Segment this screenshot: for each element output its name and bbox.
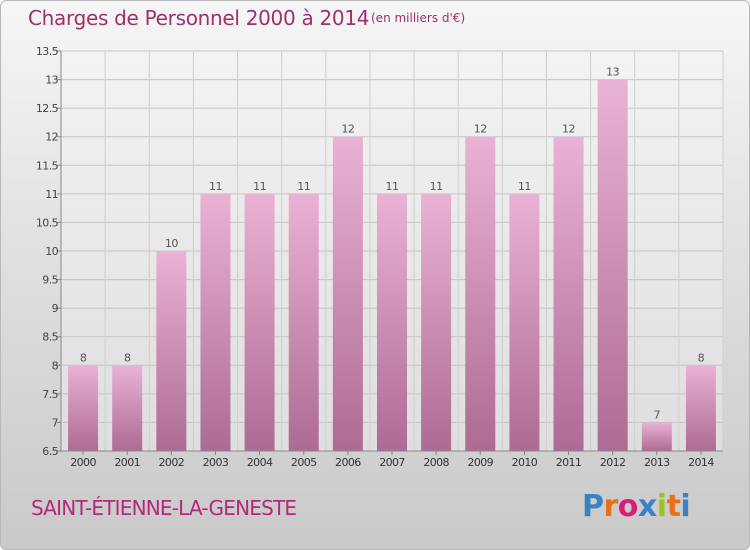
bar <box>332 136 363 451</box>
data-label: 12 <box>562 123 575 136</box>
bar <box>685 365 716 451</box>
chart-units: (en milliers d'€) <box>371 11 466 25</box>
logo-letter: o <box>617 489 639 524</box>
bar <box>465 136 496 451</box>
logo-letter: t <box>666 489 681 524</box>
y-tick-label: 9 <box>52 302 59 315</box>
data-label: 13 <box>606 66 619 79</box>
y-tick-label: 8.5 <box>42 331 58 344</box>
x-tick-label: 2007 <box>379 456 405 469</box>
data-label: 8 <box>80 351 87 364</box>
bar <box>244 193 275 451</box>
x-tick-label: 2000 <box>70 456 96 469</box>
x-tick-label: 2008 <box>423 456 449 469</box>
commune-name: SAINT-ÉTIENNE-LA-GENESTE <box>31 496 297 520</box>
bar <box>156 251 187 451</box>
y-tick-label: 9.5 <box>42 274 58 287</box>
data-label: 11 <box>209 180 222 193</box>
bar <box>112 365 143 451</box>
y-tick-label: 6.5 <box>42 445 58 458</box>
bar <box>288 193 319 451</box>
x-tick-label: 2013 <box>644 456 670 469</box>
bar <box>597 79 628 452</box>
logo-letter: P <box>582 489 604 524</box>
data-label: 11 <box>430 180 443 193</box>
x-tick-label: 2012 <box>600 456 626 469</box>
x-tick-label: 2014 <box>688 456 714 469</box>
logo-letter: i <box>680 489 691 524</box>
x-tick-label: 2011 <box>556 456 582 469</box>
x-tick-label: 2004 <box>247 456 273 469</box>
data-label: 11 <box>253 180 266 193</box>
bar <box>641 422 672 451</box>
proxiti-logo: Proxiti <box>582 489 691 524</box>
bar <box>200 193 231 451</box>
data-label: 11 <box>518 180 531 193</box>
data-label: 7 <box>654 408 661 421</box>
y-tick-label: 12.5 <box>36 102 59 115</box>
bar <box>421 193 452 451</box>
y-tick-label: 7 <box>52 416 59 429</box>
y-tick-label: 13.5 <box>36 45 59 58</box>
x-tick-label: 2003 <box>203 456 229 469</box>
data-label: 11 <box>297 180 310 193</box>
logo-letter: x <box>637 489 657 524</box>
data-label: 11 <box>386 180 399 193</box>
logo-letter: r <box>603 489 619 524</box>
bar <box>553 136 584 451</box>
bar <box>377 193 407 451</box>
y-tick-label: 7.5 <box>42 388 58 401</box>
data-label: 8 <box>124 351 131 364</box>
y-tick-label: 10.5 <box>36 216 59 229</box>
chart-title: Charges de Personnel 2000 à 2014 <box>28 6 370 30</box>
data-label: 12 <box>474 123 487 136</box>
y-tick-label: 11.5 <box>36 159 59 172</box>
bar <box>509 193 540 451</box>
x-tick-label: 2006 <box>335 456 361 469</box>
bar <box>68 365 99 451</box>
y-tick-label: 10 <box>45 245 58 258</box>
y-tick-label: 8 <box>52 359 59 372</box>
logo-letter: i <box>656 489 667 524</box>
data-label: 8 <box>698 351 705 364</box>
x-tick-label: 2010 <box>512 456 538 469</box>
x-tick-label: 2001 <box>114 456 140 469</box>
x-tick-label: 2009 <box>467 456 493 469</box>
y-tick-label: 12 <box>45 131 58 144</box>
x-tick-label: 2005 <box>291 456 317 469</box>
y-tick-label: 13 <box>45 74 58 87</box>
x-tick-label: 2002 <box>159 456 185 469</box>
data-label: 10 <box>165 237 178 250</box>
y-tick-label: 11 <box>45 188 58 201</box>
data-label: 12 <box>341 123 354 136</box>
